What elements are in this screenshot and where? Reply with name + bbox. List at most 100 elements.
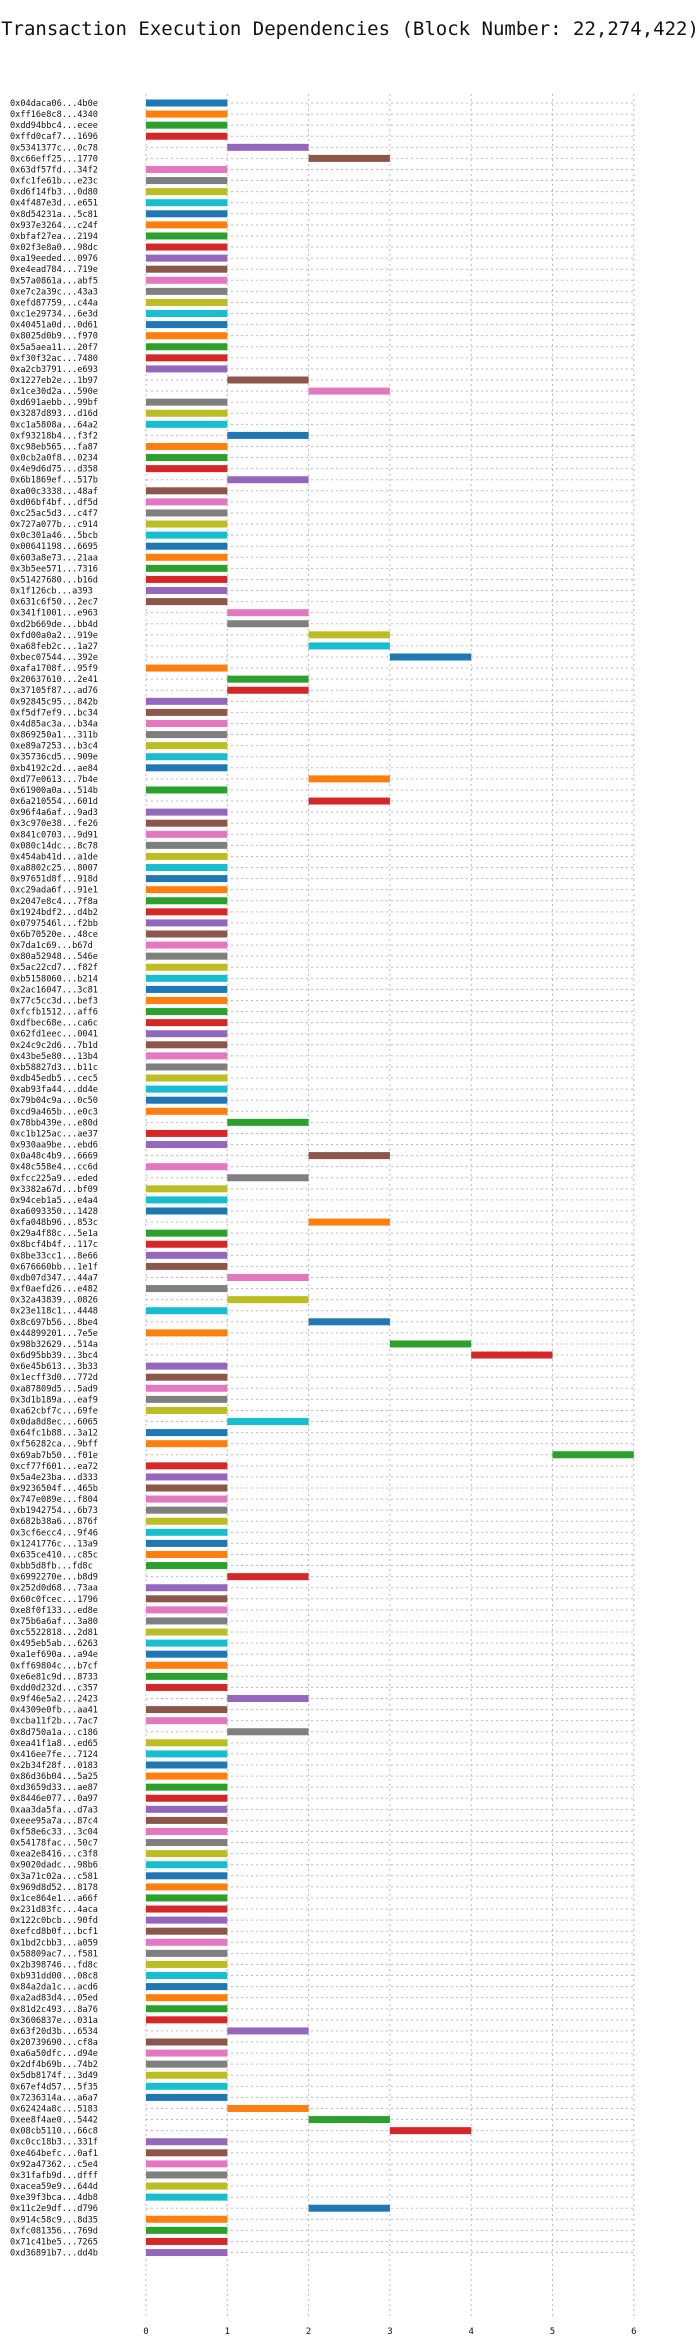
- transaction-bar: [146, 2215, 228, 2223]
- x-tick-label: 5: [550, 2327, 555, 2337]
- transaction-bar: [146, 398, 228, 406]
- transaction-bar: [146, 598, 228, 606]
- transaction-label: 0x341f1001...e963: [10, 609, 98, 619]
- transaction-bar: [146, 952, 228, 960]
- transaction-label: 0x69ab7b50...f01e: [10, 1451, 98, 1461]
- x-tick-label: 2: [306, 2327, 311, 2337]
- transaction-bar: [146, 930, 228, 938]
- transaction-bar: [146, 1761, 228, 1769]
- transaction-label: 0xee8f4ae0...5442: [10, 2116, 98, 2126]
- transaction-bar: [146, 1063, 228, 1071]
- transaction-bar: [146, 587, 228, 595]
- chart-title: Transaction Execution Dependencies (Bloc…: [1, 18, 699, 40]
- transaction-label: 0x81d2c493...8a76: [10, 2005, 98, 2015]
- transaction-bar: [146, 2060, 228, 2068]
- transaction-bar: [146, 498, 228, 506]
- transaction-bar: [146, 210, 228, 218]
- transaction-bar: [146, 1406, 228, 1414]
- transaction-bar: [146, 531, 228, 539]
- transaction-bar: [146, 1972, 228, 1980]
- transaction-label: 0x1924bdf2...d4b2: [10, 908, 98, 918]
- transaction-bar: [146, 276, 228, 284]
- transaction-label: 0x8d750a1a...c186: [10, 1728, 98, 1738]
- transaction-bar: [146, 2171, 228, 2179]
- transaction-bar: [146, 708, 228, 716]
- transaction-bar: [227, 1273, 309, 1281]
- transaction-bar: [146, 1672, 228, 1680]
- transaction-label: 0xc1a5808a...64a2: [10, 420, 98, 430]
- transaction-bar: [146, 332, 228, 340]
- transaction-bar: [146, 1163, 228, 1171]
- transaction-label: 0x603a8e73...21aa: [10, 553, 98, 563]
- transaction-label: 0x02f3e8a0...98dc: [10, 243, 98, 253]
- transaction-bar: [227, 143, 309, 151]
- transaction-label: 0xa8802c25...8007: [10, 864, 98, 874]
- transaction-bar: [146, 1750, 228, 1758]
- transaction-label: 0xdb45edb5...cec5: [10, 1074, 98, 1084]
- transaction-label: 0xd6f14fb3...0d80: [10, 188, 98, 198]
- transaction-bar: [146, 1683, 228, 1691]
- transaction-bar: [227, 376, 309, 384]
- transaction-label: 0xb4192c2d...ae84: [10, 764, 98, 774]
- transaction-label: 0x682b38a6...876f: [10, 1517, 98, 1527]
- transaction-bar: [146, 1019, 228, 1027]
- transaction-label: 0x3cf6ecc4...9f46: [10, 1528, 98, 1538]
- transaction-label: 0xdd94bbc4...ecee: [10, 121, 98, 131]
- transaction-label: 0xdb07d347...44a7: [10, 1273, 98, 1283]
- transaction-bar: [146, 1650, 228, 1658]
- transaction-bar: [308, 797, 390, 805]
- transaction-bar: [146, 254, 228, 262]
- transaction-bar: [308, 154, 390, 162]
- transaction-label: 0xa00c3338...48af: [10, 487, 98, 497]
- transaction-label: 0x6b70520e...48ce: [10, 930, 98, 940]
- transaction-label: 0x747e089e...f804: [10, 1495, 98, 1505]
- transaction-label: 0x92845c95...842b: [10, 697, 98, 707]
- transaction-label: 0xa62cbf7c...69fe: [10, 1406, 98, 1416]
- transaction-label: 0xd06bf4bf...df5d: [10, 498, 98, 508]
- transaction-label: 0xb58827d3...b11c: [10, 1063, 98, 1073]
- transaction-label: 0x122c0bcb...90fd: [10, 1916, 98, 1926]
- transaction-label: 0x930aa9be...ebd6: [10, 1141, 98, 1151]
- transaction-bar: [146, 808, 228, 816]
- transaction-label: 0x8be33cc1...8e66: [10, 1251, 98, 1261]
- transaction-label: 0x35736cd5...909e: [10, 753, 98, 763]
- transaction-label: 0x3d1b189a...eaf9: [10, 1395, 98, 1405]
- transaction-label: 0xd36891b7...dd4b: [10, 2249, 98, 2259]
- transaction-bar: [146, 1229, 228, 1237]
- transaction-label: 0xc66eff25...1770: [10, 154, 98, 164]
- transaction-bar: [146, 487, 228, 495]
- transaction-bar: [146, 2160, 228, 2168]
- transaction-bar: [146, 742, 228, 750]
- transaction-label: 0xfcc225a9...eded: [10, 1174, 98, 1184]
- transaction-label: 0x1241776c...13a9: [10, 1539, 98, 1549]
- transaction-bar: [146, 1983, 228, 1991]
- transaction-label: 0xe464befc...0af1: [10, 2149, 98, 2159]
- transaction-label: 0xbec07544...392e: [10, 653, 98, 663]
- transaction-bar: [146, 2038, 228, 2046]
- transaction-label: 0xa19eeded...0976: [10, 254, 98, 264]
- transaction-bar: [146, 310, 228, 318]
- transaction-label: 0xc1e29734...6e3d: [10, 310, 98, 320]
- transaction-label: 0xafa1708f...95f9: [10, 664, 98, 674]
- transaction-bar: [146, 697, 228, 705]
- transaction-label: 0x98b32629...514a: [10, 1340, 98, 1350]
- transaction-bar: [227, 675, 309, 683]
- transaction-label: 0x84a2da1c...acd6: [10, 1983, 98, 1993]
- transaction-label: 0x869250a1...311b: [10, 731, 98, 741]
- transaction-label: 0x24c9c2d6...7b1d: [10, 1041, 98, 1051]
- transaction-label: 0x6a210554...601d: [10, 797, 98, 807]
- transaction-bar: [146, 1030, 228, 1038]
- transaction-bar: [146, 1706, 228, 1714]
- transaction-bar: [146, 1595, 228, 1603]
- transaction-bar: [227, 609, 309, 617]
- transaction-label: 0x1ce864e1...a66f: [10, 1894, 98, 1904]
- transaction-bar: [227, 620, 309, 628]
- transaction-label: 0x080c14dc...8c78: [10, 841, 98, 851]
- transaction-label: 0xfa048b96...853c: [10, 1218, 98, 1228]
- transaction-bar: [146, 1129, 228, 1137]
- transaction-label: 0xdfbec68e...ca6c: [10, 1019, 98, 1029]
- transaction-bar: [146, 996, 228, 1004]
- transaction-label: 0xaa3da5fa...d7a3: [10, 1805, 98, 1815]
- transaction-label: 0x8446e077...0a97: [10, 1794, 98, 1804]
